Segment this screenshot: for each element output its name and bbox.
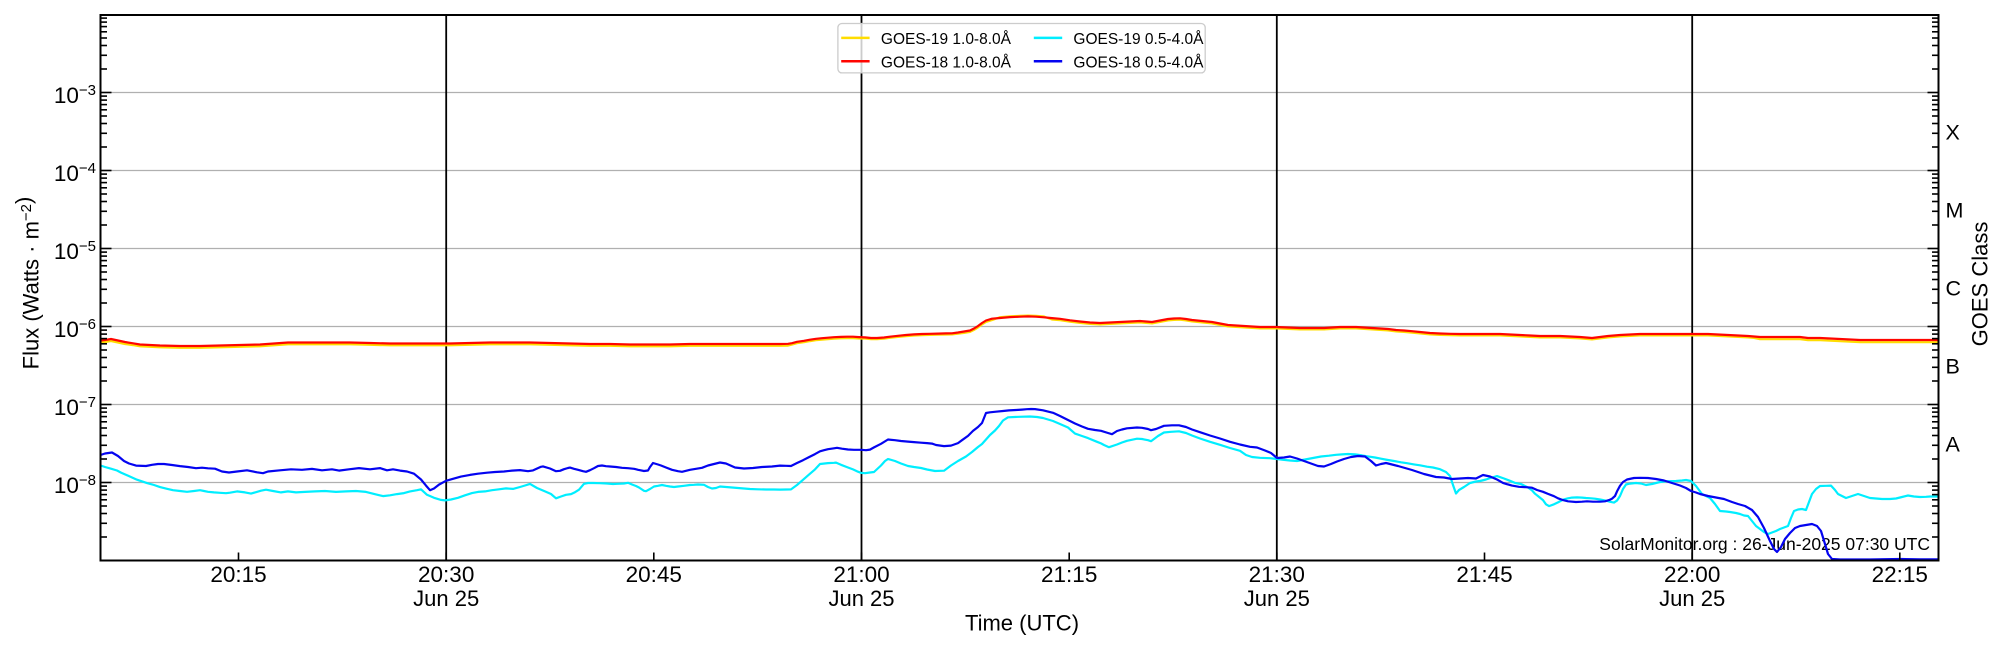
svg-text:10−4: 10−4 — [54, 160, 96, 186]
svg-text:Jun 25: Jun 25 — [413, 586, 479, 611]
svg-text:10−3: 10−3 — [54, 82, 96, 108]
svg-text:Jun 25: Jun 25 — [1659, 586, 1725, 611]
svg-text:21:30: 21:30 — [1249, 562, 1305, 587]
svg-text:22:00: 22:00 — [1664, 562, 1720, 587]
svg-text:21:15: 21:15 — [1041, 562, 1097, 587]
svg-text:GOES-18 1.0-8.0Å: GOES-18 1.0-8.0Å — [881, 55, 1012, 72]
svg-text:SolarMonitor.org : 26-Jun-2025: SolarMonitor.org : 26-Jun-2025 07:30 UTC — [1599, 534, 1930, 554]
svg-text:10−6: 10−6 — [54, 316, 96, 342]
svg-text:A: A — [1946, 432, 1961, 456]
svg-text:21:00: 21:00 — [833, 562, 889, 587]
svg-text:C: C — [1946, 276, 1962, 300]
svg-text:20:30: 20:30 — [418, 562, 474, 587]
svg-text:X: X — [1946, 120, 1960, 144]
svg-text:Jun 25: Jun 25 — [828, 586, 894, 611]
svg-text:GOES-18 0.5-4.0Å: GOES-18 0.5-4.0Å — [1073, 55, 1204, 72]
svg-text:21:45: 21:45 — [1456, 562, 1512, 587]
svg-text:GOES Class: GOES Class — [1968, 222, 1993, 347]
svg-text:Time (UTC): Time (UTC) — [965, 611, 1079, 636]
svg-text:20:15: 20:15 — [210, 562, 266, 587]
svg-text:B: B — [1946, 354, 1960, 378]
svg-text:GOES-19 1.0-8.0Å: GOES-19 1.0-8.0Å — [881, 31, 1012, 48]
svg-text:22:15: 22:15 — [1872, 562, 1928, 587]
svg-text:20:45: 20:45 — [626, 562, 682, 587]
svg-text:M: M — [1946, 198, 1964, 222]
svg-text:GOES-19 0.5-4.0Å: GOES-19 0.5-4.0Å — [1073, 31, 1204, 48]
svg-text:Jun 25: Jun 25 — [1244, 586, 1310, 611]
